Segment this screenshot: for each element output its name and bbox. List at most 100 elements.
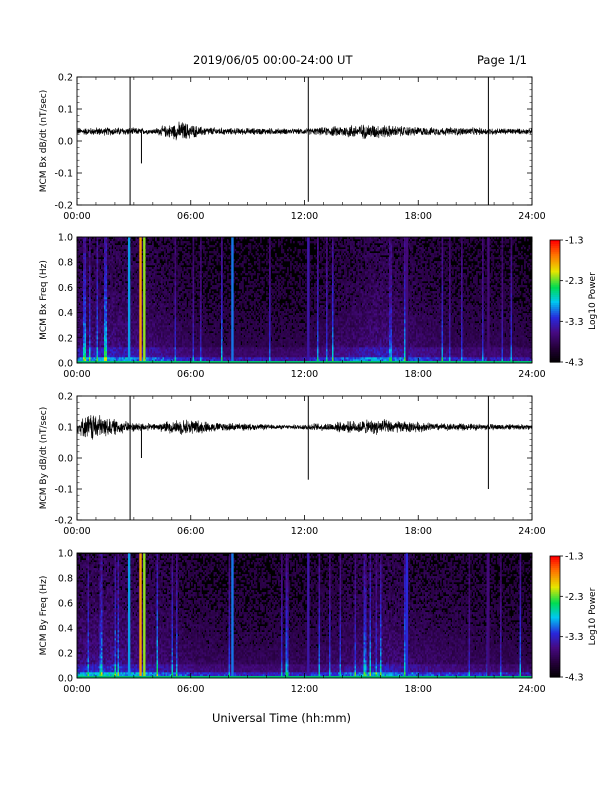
spectrogram-cell: [180, 321, 183, 324]
spectrogram-cell: [119, 317, 121, 320]
spectrogram-cell: [87, 345, 90, 348]
spectrogram-cell: [98, 325, 100, 328]
spectrogram-cell: [83, 247, 85, 250]
spectrogram-cell: [117, 329, 120, 332]
spectrogram-cell: [113, 313, 115, 316]
spectrogram-cell: [149, 339, 151, 342]
spectrogram-cell: [173, 243, 175, 246]
spectrogram-cell: [110, 341, 112, 344]
spectrogram-cell: [174, 329, 177, 332]
spectrogram-cell: [192, 291, 195, 294]
spectrogram-cell: [159, 335, 162, 338]
spectrogram-cell: [105, 335, 108, 338]
spectrogram-cell: [150, 359, 153, 362]
spectrogram-cell: [146, 267, 148, 270]
spectrogram-cell: [87, 279, 90, 282]
spectrogram-cell: [77, 309, 79, 312]
spectrogram-cell: [168, 333, 171, 336]
spectrogram-cell: [92, 333, 94, 336]
spectrogram-cell: [126, 275, 129, 278]
spectrogram-cell: [170, 359, 172, 362]
spectrogram-cell: [170, 269, 172, 272]
spectrogram-cell: [204, 307, 207, 310]
spectrogram-cell: [131, 305, 133, 308]
spectrogram-cell: [209, 261, 211, 264]
spectrogram-cell: [141, 245, 144, 248]
spectrogram-cell: [146, 303, 148, 306]
spectrogram-cell: [123, 253, 126, 256]
spectrogram-cell: [150, 341, 153, 344]
spectrogram-cell: [86, 271, 88, 274]
spectrogram-cell: [149, 351, 151, 354]
spectrogram-cell: [189, 255, 192, 258]
spectrogram-cell: [174, 335, 177, 338]
spectrogram-cell: [119, 283, 121, 286]
spectrogram-cell: [182, 335, 184, 338]
spectrogram-cell: [120, 247, 123, 250]
spectrogram-cell: [84, 315, 87, 318]
spectrogram-cell: [108, 255, 111, 258]
spectrogram-cell: [141, 359, 144, 362]
spectrogram-cell: [180, 327, 183, 330]
spectrogram-cell: [153, 287, 156, 290]
spectrogram-cell: [212, 263, 214, 266]
spectrogram-cell: [180, 295, 183, 298]
spectrogram-cell: [107, 319, 109, 322]
spectrogram-cell: [167, 319, 169, 322]
spectrogram-cell: [159, 301, 162, 304]
spectrogram-cell: [84, 267, 87, 270]
spectrogram-cell: [104, 307, 106, 310]
spectrogram-cell: [122, 315, 124, 318]
spectrogram-cell: [107, 263, 109, 266]
spectrogram-cell: [132, 313, 135, 316]
spectrogram-cell: [203, 249, 205, 252]
spectrogram-cell: [165, 329, 168, 332]
spectrogram-cell: [164, 329, 166, 332]
spectrogram-cell: [89, 299, 91, 302]
spectrogram-cell: [89, 249, 91, 252]
spectrogram-cell: [117, 327, 120, 330]
spectrogram-cell: [104, 265, 106, 268]
spectrogram-cell: [110, 331, 112, 334]
spectrogram-cell: [155, 339, 157, 342]
spectrogram-cell: [161, 237, 163, 240]
spectrogram-cell: [105, 273, 108, 276]
spectrogram-cell: [170, 327, 172, 330]
spectrogram-cell: [134, 299, 136, 302]
spectrogram-cell: [153, 333, 156, 336]
spectrogram-cell: [95, 353, 97, 356]
spectrogram-cell: [129, 297, 132, 300]
spectrogram-cell: [131, 335, 133, 338]
spectrogram-cell: [117, 309, 120, 312]
spectrogram-cell: [83, 319, 85, 322]
spectrogram-cell: [108, 343, 111, 346]
spectrogram-cell: [102, 315, 105, 318]
spectrogram-cell: [119, 315, 121, 318]
spectrogram-cell: [147, 319, 150, 322]
spectrogram-cell: [83, 291, 85, 294]
spectrogram-cell: [210, 257, 213, 260]
spectrogram-cell: [102, 243, 105, 246]
spectrogram-cell: [149, 349, 151, 352]
spectrogram-cell: [83, 269, 85, 272]
spectrogram-cell: [89, 273, 91, 276]
spectrogram-cell: [78, 263, 81, 266]
spectrogram-cell: [89, 313, 91, 316]
spectrogram-cell: [167, 305, 169, 308]
spectrogram-cell: [102, 351, 105, 354]
spectrogram-cell: [104, 301, 106, 304]
spectrogram-cell: [192, 307, 195, 310]
spectrogram-cell: [117, 297, 120, 300]
spectrogram-cell: [147, 263, 150, 266]
spectrogram-cell: [149, 303, 151, 306]
spectrogram-cell: [167, 323, 169, 326]
spectrogram-cell: [147, 289, 150, 292]
spectrogram-cell: [150, 327, 153, 330]
spectrogram-cell: [156, 323, 159, 326]
spectrogram-cell: [101, 249, 103, 252]
spectrogram-cell: [98, 237, 100, 240]
spectrogram-cell: [122, 345, 124, 348]
spectrogram-cell: [159, 251, 162, 254]
spectrogram-cell: [179, 349, 181, 352]
spectrogram-cell: [149, 275, 151, 278]
